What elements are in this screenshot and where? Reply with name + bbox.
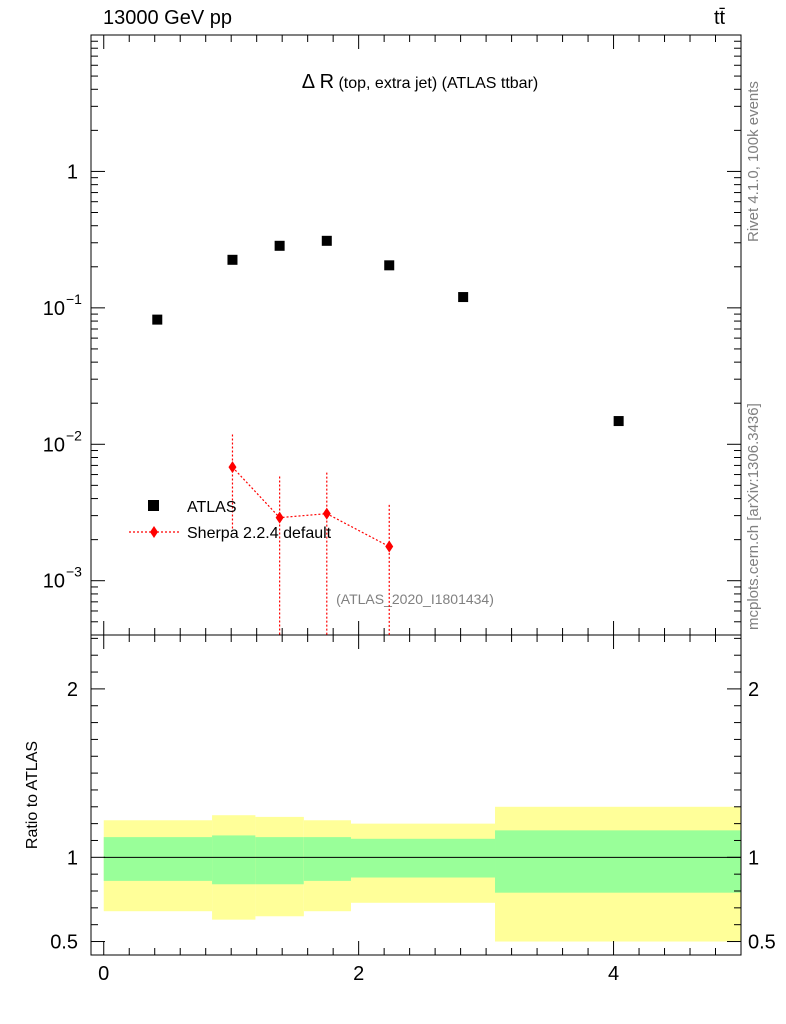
y-tick-base: 10 — [43, 434, 65, 456]
y-tick-exponent: −1 — [66, 291, 82, 307]
ratio-inner-band-0 — [103, 837, 213, 881]
y-tick-base: 1 — [67, 161, 78, 183]
x-tick-label-1: 2 — [353, 963, 364, 985]
ratio-inner-band-3 — [303, 837, 351, 881]
chart-title: Δ R (top, extra jet) (ATLAS ttbar) — [302, 71, 538, 93]
ratio-y-tick-label-left-0: 0.5 — [50, 932, 78, 954]
atlas-point — [227, 254, 238, 265]
ratio-y-axis-label: Ratio to ATLAS — [24, 741, 41, 849]
legend-sherpa-label: Sherpa 2.2.4 default — [187, 525, 332, 542]
atlas-point — [321, 235, 332, 246]
ratio-y-tick-label-left-1: 1 — [67, 847, 78, 869]
main-frame — [90, 34, 742, 636]
ratio-y-tick-label-right-0: 0.5 — [748, 932, 776, 954]
y-tick-base: 10 — [43, 298, 65, 320]
atlas-point — [384, 260, 395, 271]
chart-title-sub: (top, extra jet) (ATLAS ttbar) — [334, 75, 538, 92]
y-tick-label-3: 10 −3 — [43, 564, 82, 593]
x-tick-label-0: 0 — [98, 963, 109, 985]
y-tick-exponent: −2 — [66, 427, 82, 443]
ratio-inner-band-5 — [495, 830, 741, 893]
sherpa-line — [232, 466, 390, 548]
sherpa-point — [275, 511, 284, 524]
y-tick-label-2: 10 −2 — [43, 427, 82, 456]
ratio-inner-band-4 — [351, 838, 496, 878]
atlas-point — [613, 416, 624, 427]
legend-atlas-marker — [148, 500, 159, 511]
sherpa-point — [228, 461, 237, 474]
process-label: tt̄ — [714, 7, 726, 29]
atlas-point — [458, 292, 469, 303]
ratio-y-tick-label-right-2: 2 — [748, 679, 759, 701]
sherpa-point — [385, 540, 394, 553]
y-tick-exponent: −3 — [66, 564, 82, 580]
y-tick-label-0: 1 — [67, 161, 78, 183]
ratio-inner-band-2 — [255, 837, 304, 885]
ratio-inner-band-1 — [212, 835, 256, 885]
energy-label: 13000 GeV pp — [103, 7, 232, 29]
ratio-y-tick-label-left-2: 2 — [67, 679, 78, 701]
y-tick-base: 10 — [43, 571, 65, 593]
analysis-id-label: (ATLAS_2020_I1801434) — [336, 591, 494, 607]
atlas-point — [274, 240, 285, 251]
x-tick-label-2: 4 — [608, 963, 619, 985]
sherpa-point — [322, 507, 331, 520]
legend-atlas-label: ATLAS — [187, 499, 237, 516]
ratio-y-tick-label-right-1: 1 — [748, 847, 759, 869]
chart-title-main: Δ R — [302, 71, 334, 93]
atlas-point — [152, 314, 163, 325]
ratio-frame — [90, 634, 742, 956]
y-tick-label-1: 10 −1 — [43, 291, 82, 320]
legend-sherpa-marker — [150, 526, 158, 538]
